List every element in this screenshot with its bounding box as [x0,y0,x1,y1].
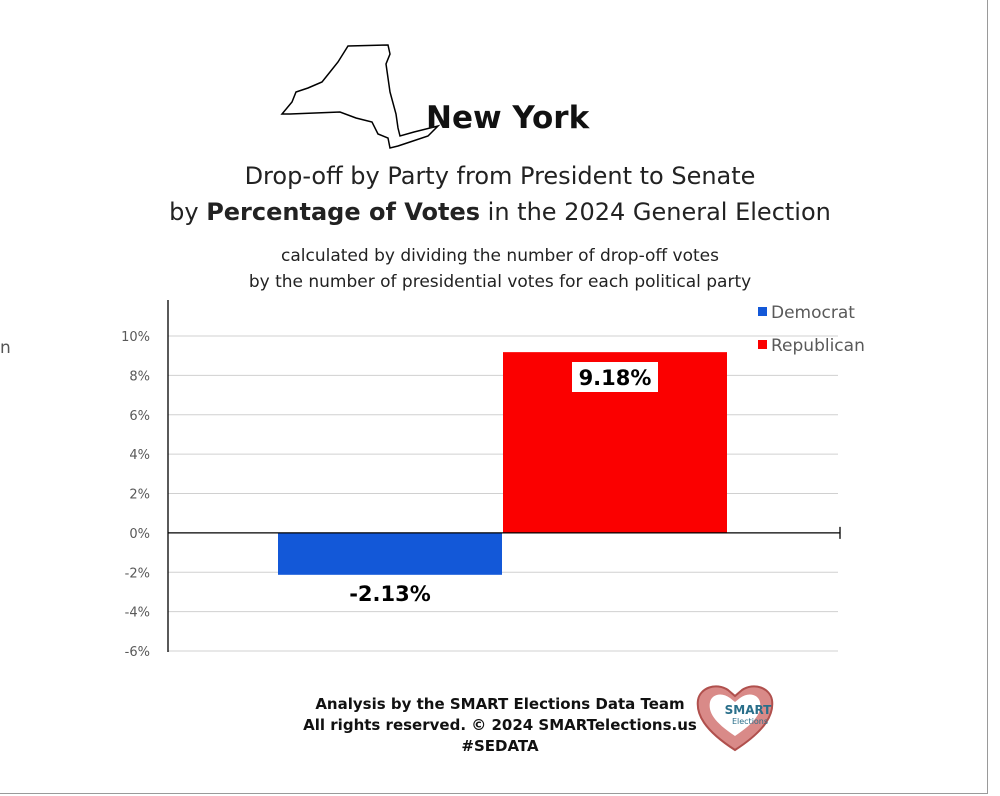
smart-elections-logo: SMART Elections [696,685,774,752]
data-label-democrat: -2.13% [349,582,431,606]
subtitle-line2: by Percentage of Votes in the 2024 Gener… [169,198,831,226]
cutoff-text: n [0,338,11,358]
data-label-box [572,362,658,392]
legend-label-republican: Republican [771,336,865,356]
y-tick-label: 8% [129,369,150,384]
footer-line2: All rights reserved. © 2024 SMARTelectio… [303,716,697,734]
legend-label-democrat: Democrat [771,303,855,323]
frame-border-bottom [0,793,988,794]
new-york-outline-icon [280,44,441,149]
frame-border-right [987,0,988,794]
logo-subtext: Elections [732,717,768,726]
subtitle-line1: Drop-off by Party from President to Sena… [244,162,756,190]
y-tick-label: -4% [125,606,150,621]
logo-text: SMART [725,703,773,717]
footer-line1: Analysis by the SMART Elections Data Tea… [315,695,685,713]
y-tick-label: 6% [129,409,150,424]
y-tick-label: 2% [129,488,150,503]
bar-democrat [278,532,502,575]
y-tick-label: -2% [125,566,150,581]
y-tick-label: 10% [121,330,150,345]
legend-swatch-democrat [758,307,767,316]
y-tick-label: -6% [125,645,150,660]
footer: Analysis by the SMART Elections Data Tea… [300,694,700,757]
chart-title: New York [426,100,590,136]
note-line1: calculated by dividing the number of dro… [281,246,719,266]
y-tick-label: 0% [129,527,150,542]
footer-line3: #SEDATA [461,737,539,755]
legend-swatch-republican [758,340,767,349]
data-label-republican: 9.18% [579,366,652,390]
y-tick-label: 4% [129,448,150,463]
note-line2: by the number of presidential votes for … [248,272,752,292]
